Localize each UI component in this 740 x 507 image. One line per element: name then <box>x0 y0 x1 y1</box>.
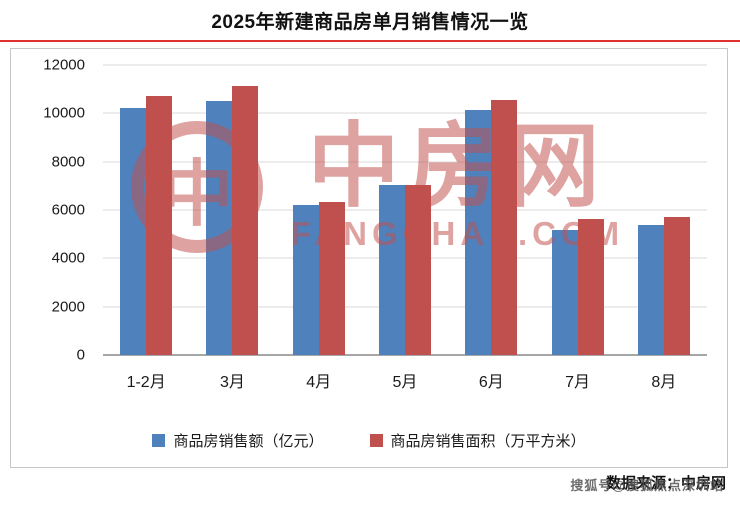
bar-series-0 <box>378 185 405 355</box>
bar-group <box>276 65 362 355</box>
bar-group <box>448 65 534 355</box>
bar-series-0 <box>551 230 578 355</box>
page-title: 2025年新建商品房单月销售情况一览 <box>211 12 529 33</box>
x-tick-label: 6月 <box>478 374 504 391</box>
legend-label: 商品房销售面积（万平方米） <box>390 433 586 450</box>
x-tick-label: 5月 <box>392 374 418 391</box>
legend-label: 商品房销售额（亿元） <box>173 433 324 450</box>
bar-series-1 <box>491 100 518 355</box>
bar-series-1 <box>404 185 431 355</box>
y-tick-label: 4000 <box>51 249 85 267</box>
bar-group <box>103 65 189 355</box>
y-tick-label: 10000 <box>43 104 85 122</box>
bar-series-0 <box>292 204 319 355</box>
chart-frame: 0 2000 4000 6000 8000 10000 12000 1-2月 3月 4月 5月 6月… <box>10 48 728 468</box>
bar-series-1 <box>146 96 173 355</box>
chart-title-bar: 2025年新建商品房单月销售情况一览 <box>0 0 740 42</box>
x-tick-label: 4月 <box>306 374 332 391</box>
bar-series-0 <box>637 224 664 355</box>
y-tick-label: 8000 <box>51 153 85 171</box>
x-axis-baseline <box>103 354 707 356</box>
x-tick-label: 7月 <box>565 374 590 391</box>
plot-area <box>103 64 707 356</box>
x-tick-label: 1-2月 <box>126 374 166 391</box>
data-source-text: 数据来源：中房网 <box>605 475 726 492</box>
bar-series-1 <box>663 216 690 355</box>
bar-group <box>362 65 448 355</box>
title-underline <box>0 40 740 42</box>
bar-series-0 <box>120 108 147 355</box>
y-tick-label: 6000 <box>51 201 85 219</box>
x-tick-label: 3月 <box>219 374 245 391</box>
legend-swatch-icon <box>152 434 166 447</box>
gridline <box>103 112 707 114</box>
x-tick-label: 8月 <box>651 374 677 391</box>
bar-group <box>621 65 707 355</box>
legend-swatch-icon <box>369 434 383 447</box>
legend-item-0: 商品房销售额（亿元） <box>152 430 324 451</box>
bar-group <box>189 65 275 355</box>
legend: 商品房销售额（亿元） 商品房销售面积（万平方米） <box>11 430 727 451</box>
bar-series-1 <box>232 86 259 355</box>
y-tick-label: 12000 <box>43 56 85 74</box>
bar-series-0 <box>465 109 492 355</box>
y-tick-label: 0 <box>76 346 85 364</box>
bar-groups <box>103 65 707 355</box>
footer: 数据来源：中房网 搜狐号@搜狐焦点深圳站 <box>0 472 726 498</box>
y-axis-labels: 0 2000 4000 6000 8000 10000 12000 <box>11 57 95 364</box>
x-axis-labels: 1-2月 3月 4月 5月 6月 7月 8月 <box>103 365 707 395</box>
gridline <box>103 161 707 163</box>
footer-watermark-text: 搜狐号@搜狐焦点深圳站 <box>570 478 724 493</box>
bar-group <box>534 65 620 355</box>
bar-series-1 <box>318 201 345 355</box>
bar-series-1 <box>577 218 604 355</box>
bar-series-0 <box>206 101 233 355</box>
gridline <box>103 64 707 66</box>
y-tick-label: 2000 <box>51 298 85 316</box>
legend-item-1: 商品房销售面积（万平方米） <box>369 430 586 451</box>
